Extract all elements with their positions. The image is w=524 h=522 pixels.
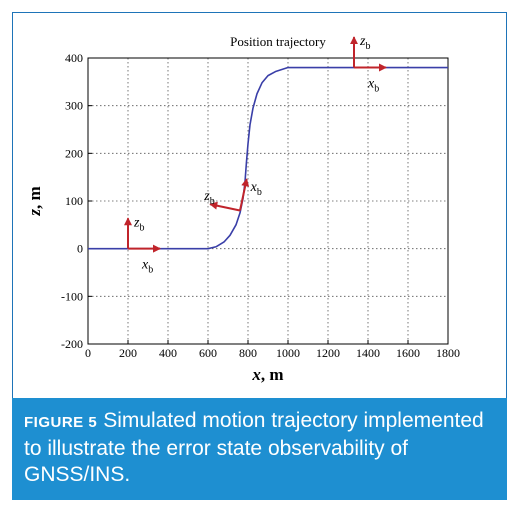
- x-tick-label: 1800: [436, 346, 460, 360]
- y-tick-label: 300: [65, 99, 83, 113]
- y-tick-label: 100: [65, 194, 83, 208]
- caption-label: FIGURE 5: [24, 414, 98, 431]
- y-axis-label: z, m: [25, 186, 44, 216]
- x-tick-label: 200: [119, 346, 137, 360]
- ticks: 0 200 400 600 800 1000 1200 1400 1600 1800-200-10…: [61, 51, 460, 360]
- x-body-axis-arrow: [239, 178, 250, 211]
- y-tick-label: 400: [65, 51, 83, 65]
- z-body-axis-label: zb: [359, 34, 370, 52]
- y-tick-label: 0: [77, 242, 83, 256]
- chart-title: Position trajectory: [230, 34, 326, 49]
- x-tick-label: 400: [159, 346, 177, 360]
- x-tick-label: 1200: [316, 346, 340, 360]
- z-body-axis-label: zb: [133, 215, 144, 233]
- z-body-axis-label: zb: [203, 189, 214, 207]
- x-tick-label: 1600: [396, 346, 420, 360]
- z-body-axis-arrow: [209, 201, 241, 212]
- grid: [88, 58, 448, 344]
- x-tick-label: 800: [239, 346, 257, 360]
- x-tick-label: 1000: [276, 346, 300, 360]
- series: [88, 66, 448, 250]
- x-body-axis-label: xb: [141, 258, 153, 276]
- x-tick-label: 600: [199, 346, 217, 360]
- x-tick-label: 1400: [356, 346, 380, 360]
- y-tick-label: 200: [65, 146, 83, 160]
- body-frames: xb zb xb zb xb zb: [124, 34, 387, 276]
- x-body-axis-label: xb: [367, 77, 379, 95]
- y-tick-label: -100: [61, 289, 83, 303]
- x-tick-label: 0: [85, 346, 91, 360]
- trajectory-line: [88, 66, 448, 250]
- trajectory-chart: 0 200 400 600 800 1000 1200 1400 1600 1800-200-10…: [25, 34, 460, 384]
- figure-caption: FIGURE 5 Simulated motion trajectory impl…: [12, 398, 507, 500]
- x-body-axis-label: xb: [250, 180, 262, 198]
- caption-text: Simulated motion trajectory implemented …: [24, 409, 484, 486]
- y-tick-label: -200: [61, 337, 83, 351]
- x-axis-label: x, m: [251, 365, 283, 384]
